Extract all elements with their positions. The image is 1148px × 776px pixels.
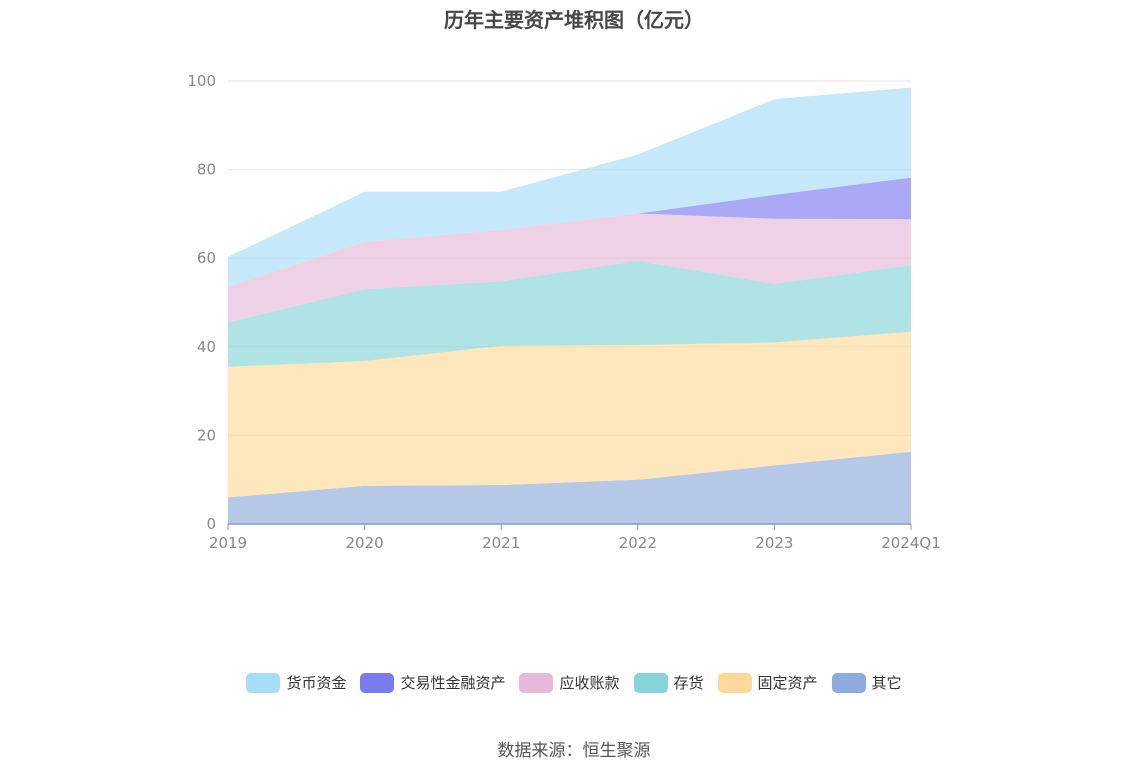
legend-item[interactable]: 交易性金融资产 [360, 672, 505, 693]
y-tick-label: 100 [187, 72, 216, 90]
legend-label: 货币资金 [286, 674, 347, 692]
legend-swatch [633, 672, 668, 693]
axes [227, 523, 912, 530]
y-tick-label: 80 [197, 161, 216, 179]
x-tick-label: 2019 [209, 534, 247, 552]
legend-swatch [831, 672, 866, 693]
legend-item[interactable]: 存货 [633, 672, 704, 693]
y-tick-label: 0 [206, 515, 216, 533]
area-4 [228, 177, 911, 287]
x-tick-label: 2020 [346, 534, 384, 552]
legend-label: 其它 [871, 674, 902, 692]
legend: 货币资金 交易性金融资产 应收账款 存货 固定资产 其它 [0, 672, 1148, 693]
tick-labels: 0 20 40 60 80 100 2019 2020 2021 2022 2023 2024Q1 [187, 72, 940, 552]
x-tick-label: 2024Q1 [881, 534, 941, 552]
legend-swatch [246, 672, 281, 693]
legend-label: 存货 [673, 674, 704, 692]
area-3 [228, 213, 911, 323]
x-tick-label: 2021 [482, 534, 520, 552]
stacked-area-chart: 0 20 40 60 80 100 2019 2020 2021 2022 2023 2024Q1 [187, 72, 940, 552]
area-0 [228, 451, 911, 524]
legend-item[interactable]: 应收账款 [519, 672, 620, 693]
legend-label: 固定资产 [757, 674, 818, 692]
area-5 [228, 87, 911, 287]
area-1 [228, 331, 911, 498]
data-source: 数据来源：恒生聚源 [497, 741, 651, 761]
legend-swatch [519, 672, 554, 693]
x-tick-label: 2022 [619, 534, 657, 552]
area-series [228, 87, 911, 524]
x-tick-label: 2023 [755, 534, 793, 552]
y-tick-label: 60 [197, 249, 216, 267]
chart-title: 历年主要资产堆积图（亿元） [444, 8, 704, 32]
legend-label: 交易性金融资产 [400, 674, 506, 692]
legend-swatch [360, 672, 395, 693]
legend-item[interactable]: 其它 [831, 672, 902, 693]
legend-item[interactable]: 货币资金 [246, 672, 346, 693]
y-tick-label: 20 [197, 426, 216, 444]
y-tick-label: 40 [197, 338, 216, 356]
legend-swatch [717, 672, 752, 693]
legend-label: 应收账款 [559, 674, 620, 692]
area-2 [228, 260, 911, 367]
legend-item[interactable]: 固定资产 [717, 672, 818, 693]
